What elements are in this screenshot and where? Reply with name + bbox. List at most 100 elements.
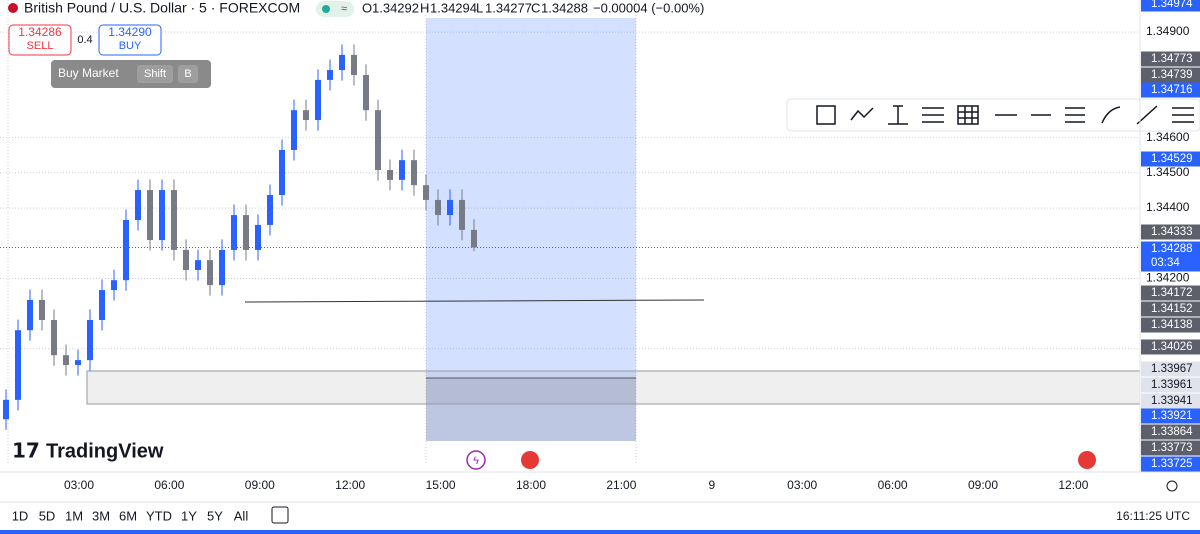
range-button[interactable]: All <box>234 508 249 523</box>
candle-body <box>459 199 465 230</box>
range-button[interactable]: 1Y <box>181 508 197 523</box>
event-icon[interactable] <box>466 450 486 470</box>
price-tag-label: 1.34529 <box>1151 153 1193 165</box>
price-tag-label: 1.34138 <box>1151 319 1193 331</box>
candle-body <box>135 190 141 221</box>
tv-logo: 𝟭𝟳 <box>12 440 40 462</box>
date-range-button[interactable] <box>271 506 289 524</box>
price-tag-label: 1.34974 <box>1151 0 1193 10</box>
candle-body <box>159 190 165 241</box>
buy-label: BUY <box>119 40 142 52</box>
candle-body <box>363 74 369 111</box>
price-tag <box>1141 151 1200 167</box>
range-button[interactable]: 3M <box>92 508 110 523</box>
x-tick-label: 9 <box>708 478 715 492</box>
sell-price: 1.34286 <box>18 25 62 39</box>
price-tag-label: 1.34172 <box>1151 287 1193 299</box>
ohlc-key: O <box>362 0 372 15</box>
price-axis: 1.34900 1.34600 1.34500 1.34400 1.34200 1.340… <box>1139 0 1200 472</box>
ohlc-value: 1.34288 <box>541 0 588 15</box>
range-button[interactable]: 5Y <box>207 508 223 523</box>
x-tick-label: 12:00 <box>1058 478 1088 492</box>
candle-body <box>255 224 261 250</box>
rect-tool[interactable] <box>816 105 836 125</box>
price-tag-label: 1.34773 <box>1151 53 1193 65</box>
range-button[interactable]: 1D <box>12 508 29 523</box>
candle-body <box>183 249 189 270</box>
price-tag-label: 1.33864 <box>1151 426 1193 438</box>
plot-area <box>0 0 1140 465</box>
more-tool[interactable] <box>1172 107 1194 123</box>
price-tag <box>1141 440 1200 456</box>
candle-body <box>375 110 381 171</box>
us-event-icon[interactable] <box>521 451 539 469</box>
candle-body <box>207 260 213 286</box>
candle-body <box>411 160 417 186</box>
price-tag-label: 1.33941 <box>1151 395 1193 407</box>
candle-body <box>75 360 81 366</box>
price-tag <box>1141 408 1200 424</box>
candle-body <box>447 199 453 216</box>
flag-icon <box>8 3 18 13</box>
candle-body <box>3 399 9 420</box>
range-button[interactable]: 6M <box>119 508 137 523</box>
candle-body <box>63 355 69 366</box>
sell-label: SELL <box>27 40 54 52</box>
price-tag <box>1141 241 1200 272</box>
grid-tool[interactable] <box>957 105 979 125</box>
price-tag-label: 1.34739 <box>1151 69 1193 81</box>
delay-icon: ≈ <box>341 3 347 15</box>
candle-body <box>171 190 177 250</box>
curve-tool[interactable] <box>1101 106 1121 124</box>
candle-body <box>15 330 21 400</box>
range-button[interactable]: 5D <box>39 508 56 523</box>
x-tick-label: 21:00 <box>606 478 636 492</box>
zone-rectangle[interactable] <box>86 370 1141 405</box>
panel-border <box>0 530 1200 534</box>
range-button[interactable]: 1M <box>65 508 83 523</box>
sell-button[interactable] <box>8 24 72 56</box>
x-tick-label: 03:00 <box>787 478 817 492</box>
price-tag <box>1141 301 1200 317</box>
price-tag <box>1141 67 1200 83</box>
ohlc-key: C <box>531 0 540 15</box>
price-tag-label: 1.33967 <box>1151 363 1193 375</box>
clock: 16:11:25 UTC <box>1116 509 1190 523</box>
candle-body <box>99 290 105 320</box>
candle-body <box>231 215 237 250</box>
trend-line[interactable] <box>244 299 705 303</box>
ohlc-values: O 1.34292 H 1.34294 L 1.34277 C 1.34288 <box>362 0 588 15</box>
channel-tool[interactable] <box>1065 107 1085 123</box>
price-tag <box>1141 224 1200 240</box>
toolbar-icons <box>816 105 1194 125</box>
y-tick-label: 1.34200 <box>1146 271 1190 285</box>
time-axis: 03:00 06:00 09:00 12:00 15:00 18:00 21:00 9 03:0… <box>64 478 1089 492</box>
path-tool[interactable] <box>850 107 874 121</box>
us-event-icon[interactable] <box>1078 451 1096 469</box>
candle-body <box>387 170 393 180</box>
ohlc-key: H <box>420 0 429 15</box>
price-tag <box>1141 424 1200 440</box>
change: −0.00004 (−0.00%) <box>593 0 704 15</box>
price-tag <box>1141 317 1200 333</box>
candle-body <box>267 195 273 225</box>
range-button[interactable]: YTD <box>146 508 172 523</box>
price-tag-label: 1.34152 <box>1151 303 1193 315</box>
price-tool[interactable] <box>888 105 908 125</box>
drawing-toolbar <box>786 98 1200 132</box>
ohlc-key: L <box>476 0 483 15</box>
candle-body <box>339 54 345 71</box>
fib-tool[interactable] <box>922 107 944 123</box>
price-tag-label: 1.33773 <box>1151 442 1193 454</box>
x-tick-label: 15:00 <box>426 478 456 492</box>
settings-icon[interactable] <box>1166 480 1178 492</box>
candle-body <box>195 260 201 270</box>
symbol-title[interactable]: British Pound / U.S. Dollar · 5 · FOREXC… <box>24 0 300 16</box>
event-glyph: ϟ <box>473 455 479 467</box>
price-tag <box>1141 456 1200 472</box>
candle-body <box>123 220 129 281</box>
buy-button[interactable] <box>98 24 162 56</box>
x-tick-label: 12:00 <box>335 478 365 492</box>
price-tag <box>1141 339 1200 355</box>
